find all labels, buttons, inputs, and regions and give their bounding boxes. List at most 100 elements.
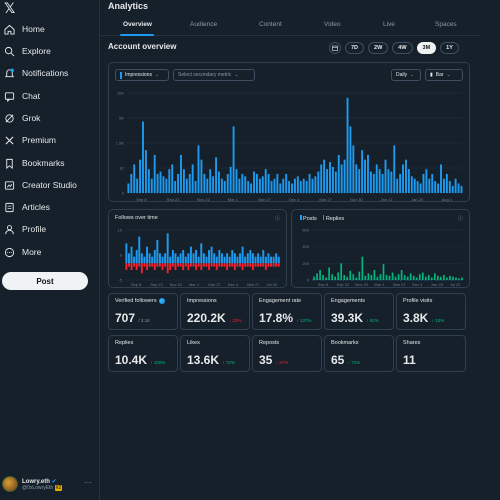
sidebar-item-creator-studio[interactable]: Creator Studio [4,176,77,194]
bar-unfollows [223,263,226,267]
x-tick-label: Jul 30 [266,282,277,287]
bar-impressions [381,173,384,193]
bar-follows [135,250,138,264]
metric-card-bookmarks[interactable]: Bookmarks 65 ↑ 71% [324,335,394,372]
sidebar-item-notifications[interactable]: Notifications [4,64,68,82]
sidebar-item-label: Articles [22,202,50,212]
page-title: Analytics [108,1,149,11]
sidebar-item-grok[interactable]: Grok [4,109,40,127]
y-tick-label: 400 [302,244,309,249]
metric-change: ↓ 37% [275,360,289,365]
x-tick-label: Aug 1 [442,197,453,202]
metric-card-replies[interactable]: Replies 10.4K ↑ 100% [108,335,178,372]
metric-card-verified-followers[interactable]: Verified followers ✓ 707 / 3.1K [108,293,178,330]
bar-follows [146,246,148,264]
y-tick-label: 10 [118,228,123,233]
metric-card-likes[interactable]: Likes 13.6K ↑ 72% [180,335,250,372]
metric-card-impressions[interactable]: Impressions 220.2K ↓ 22% [180,293,250,330]
bar-follows [223,256,226,264]
posts-chart-card: Posts Replies ⓘ 600 400 200 0 Sep 8 Sep 22 Nov… [291,209,470,288]
account-switcher[interactable]: Lowry.eth ✔ @0xLowryEth #2 ··· [2,472,98,496]
sidebar-item-chat[interactable]: Chat [4,87,40,105]
bar-follows [148,253,151,264]
bar-follows [164,253,167,264]
sidebar-item-label: Premium [22,135,57,145]
bar-replies [437,275,439,280]
bar-impressions [291,183,293,193]
x-logo-icon[interactable]: 𝕏 [4,0,16,16]
post-button[interactable]: Post [2,272,88,290]
bar-replies [313,276,315,280]
bar-impressions [317,171,320,193]
tab-video[interactable]: Video [324,21,341,28]
bar-follows [244,256,247,264]
interval-select[interactable]: Daily ⌄ [391,69,421,81]
range-7d-button[interactable]: 7D [345,42,365,54]
bar-replies [364,275,367,280]
bar-follows [125,243,128,264]
bar-impressions [270,181,273,193]
bar-impressions [127,183,130,193]
sidebar-item-home[interactable]: Home [4,20,45,38]
range-3m-button[interactable]: 3M [416,42,437,54]
metric-value: 17.8% ↑ 137% [259,311,312,325]
bar-follows [277,256,280,264]
bar-replies [367,273,370,280]
sidebar-item-articles[interactable]: Articles [4,198,50,216]
bar-impressions [293,178,296,193]
bar-follows [140,253,143,264]
metric-value: 39.3K ↑ 82% [331,311,379,325]
range-4w-button[interactable]: 4W [392,42,413,54]
x-tick-label: Nov 30 [350,197,363,202]
y-tick-label: 0 [120,253,123,258]
sidebar-item-label: Grok [22,113,41,123]
calendar-button[interactable] [329,42,341,54]
more-icon [4,247,15,257]
tab-content[interactable]: Content [259,21,282,28]
range-2w-button[interactable]: 2W [368,42,389,54]
bar-follows [249,250,252,264]
verified-icon: ✔ [51,478,57,485]
chevron-down-icon: ⌄ [234,72,239,78]
sidebar-item-profile[interactable]: Profile [4,220,46,238]
metric-card-profile-visits[interactable]: Profile visits 3.8K ↑ 10% [396,293,466,330]
info-icon[interactable]: ⓘ [274,216,280,222]
sidebar-item-label: Notifications [22,68,69,78]
tab-overview[interactable]: Overview [123,21,152,28]
bar-unfollows [275,263,278,267]
sidebar-item-more[interactable]: More [4,243,41,261]
range-1y-button[interactable]: 1Y [440,42,459,54]
tab-spaces[interactable]: Spaces [435,21,457,28]
metric-label: Engagements [331,298,365,304]
primary-metric-select[interactable]: Impressions ⌄ [115,69,169,81]
metric-card-reposts[interactable]: Reposts 35 ↓ 37% [252,335,322,372]
bar-unfollows [140,263,143,274]
sidebar-item-bookmarks[interactable]: Bookmarks [4,154,65,172]
info-icon[interactable]: ⓘ [457,216,463,222]
bar-replies [440,276,442,280]
sidebar-item-explore[interactable]: Explore [4,42,51,60]
bar-impressions [413,178,416,193]
tab-audience[interactable]: Audience [190,21,218,28]
sidebar-item-premium[interactable]: Premium [4,131,56,149]
chevron-down-icon: ⌄ [410,72,415,78]
metric-value: 65 ↑ 71% [331,353,361,367]
bar-replies [334,276,337,280]
profile-name: Lowry.eth ✔ [22,478,57,485]
tab-live[interactable]: Live [383,21,395,28]
metric-card-engagement-rate[interactable]: Engagement rate 17.8% ↑ 137% [252,293,322,330]
bar-unfollows [130,263,133,270]
bar-impressions [279,183,282,193]
bar-follows [246,253,249,264]
bar-impressions [241,173,244,193]
bar-impressions [229,166,232,193]
secondary-metric-select[interactable]: Select secondary metric ⌄ [173,69,255,81]
metric-card-engagements[interactable]: Engagements 39.3K ↑ 82% [324,293,394,330]
metric-label: Reposts [259,340,280,346]
bar-follows [239,253,241,264]
metric-card-shares[interactable]: Shares 11 [396,335,466,372]
more-options-icon[interactable]: ··· [84,478,92,487]
chart-style-select[interactable]: ▮ Bar ⌄ [425,69,463,81]
legend-item-posts: Posts [300,215,317,222]
bar-impressions [305,181,308,193]
